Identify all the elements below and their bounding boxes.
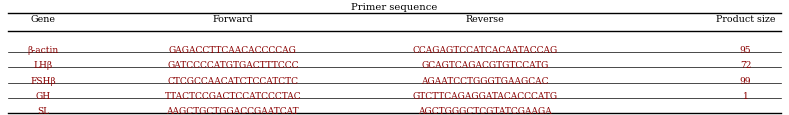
Text: Product size: Product size [716,15,776,24]
Text: GAGACCTTCAACACCCCAG: GAGACCTTCAACACCCCAG [169,46,297,55]
Text: AAGCTGCTGGACCGAATCAT: AAGCTGCTGGACCGAATCAT [166,106,299,115]
Text: Reverse: Reverse [466,15,505,24]
Text: 1: 1 [742,91,749,100]
Text: GCAGTCAGACGTGTCCATG: GCAGTCAGACGTGTCCATG [421,61,549,70]
Text: TTACTCCGACTCCATCCCTAC: TTACTCCGACTCCATCCCTAC [164,91,301,100]
Text: Gene: Gene [31,15,56,24]
Text: CTCGCCAACATCTCCATCTC: CTCGCCAACATCTCCATCTC [167,76,298,85]
Text: Primer sequence: Primer sequence [351,3,438,12]
Text: Forward: Forward [212,15,253,24]
Text: 72: 72 [740,61,751,70]
Text: LHβ: LHβ [34,61,53,70]
Text: 99: 99 [740,76,751,85]
Text: FSHβ: FSHβ [31,76,56,85]
Text: GH: GH [36,91,51,100]
Text: GTCTTCAGAGGATACACCCATG: GTCTTCAGAGGATACACCCATG [413,91,558,100]
Text: 95: 95 [740,46,751,55]
Text: AGCTGGGCTCGTATCGAAGA: AGCTGGGCTCGTATCGAAGA [418,106,552,115]
Text: AGAATCCTGGGTGAAGCAC: AGAATCCTGGGTGAAGCAC [421,76,549,85]
Text: GATCCCCATGTGACTTTCCC: GATCCCCATGTGACTTTCCC [167,61,298,70]
Text: β-actin: β-actin [28,46,59,55]
Text: CCAGAGTCCATCACAATACCAG: CCAGAGTCCATCACAATACCAG [413,46,558,55]
Text: SL: SL [37,106,50,115]
